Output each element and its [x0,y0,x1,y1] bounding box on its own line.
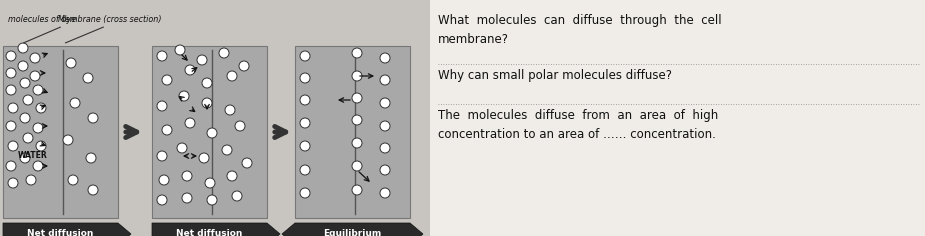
Circle shape [197,55,207,65]
Circle shape [157,101,167,111]
Text: Equilibrium: Equilibrium [324,229,382,236]
Circle shape [162,75,172,85]
Circle shape [63,135,73,145]
Circle shape [380,75,390,85]
Circle shape [23,95,33,105]
Circle shape [300,73,310,83]
Circle shape [8,178,18,188]
Circle shape [239,61,249,71]
Circle shape [36,141,46,151]
Text: Membrane (cross section): Membrane (cross section) [58,15,162,24]
Circle shape [6,85,16,95]
Circle shape [36,103,46,113]
Text: Net diffusion: Net diffusion [28,229,93,236]
Circle shape [175,45,185,55]
Circle shape [6,68,16,78]
Text: The  molecules  diffuse  from  an  area  of  high
concentration to an area of ……: The molecules diffuse from an area of hi… [438,109,718,141]
Circle shape [88,185,98,195]
Circle shape [157,195,167,205]
Circle shape [380,165,390,175]
Circle shape [300,141,310,151]
Circle shape [20,78,30,88]
Circle shape [380,143,390,153]
Circle shape [8,141,18,151]
FancyBboxPatch shape [152,46,267,218]
Circle shape [162,125,172,135]
Circle shape [225,105,235,115]
Text: molecules of dye: molecules of dye [8,15,76,24]
Circle shape [185,118,195,128]
Circle shape [68,175,78,185]
Circle shape [6,51,16,61]
Circle shape [30,71,40,81]
Circle shape [227,171,237,181]
Circle shape [159,175,169,185]
Circle shape [6,121,16,131]
Polygon shape [152,223,280,236]
Circle shape [18,43,28,53]
Circle shape [380,98,390,108]
Circle shape [199,153,209,163]
Circle shape [227,71,237,81]
Circle shape [380,53,390,63]
Circle shape [20,113,30,123]
Circle shape [8,103,18,113]
Circle shape [182,171,192,181]
Circle shape [177,143,187,153]
Polygon shape [282,223,423,236]
Circle shape [352,93,362,103]
Circle shape [157,51,167,61]
Polygon shape [3,223,131,236]
Circle shape [26,175,36,185]
Circle shape [242,158,252,168]
Circle shape [33,85,43,95]
Circle shape [352,48,362,58]
Circle shape [352,185,362,195]
Circle shape [300,118,310,128]
Circle shape [352,115,362,125]
Circle shape [300,165,310,175]
Circle shape [20,153,30,163]
FancyBboxPatch shape [430,0,925,236]
Circle shape [185,65,195,75]
Circle shape [300,51,310,61]
Circle shape [352,71,362,81]
Circle shape [23,133,33,143]
Circle shape [202,78,212,88]
Circle shape [88,113,98,123]
Text: What  molecules  can  diffuse  through  the  cell
membrane?: What molecules can diffuse through the c… [438,14,722,46]
Circle shape [70,98,80,108]
Circle shape [83,73,93,83]
Circle shape [232,191,242,201]
Circle shape [205,178,215,188]
Circle shape [352,138,362,148]
Circle shape [219,48,229,58]
Circle shape [207,128,217,138]
Circle shape [207,195,217,205]
Circle shape [352,161,362,171]
Circle shape [33,123,43,133]
Circle shape [86,153,96,163]
FancyBboxPatch shape [3,46,118,218]
Circle shape [300,95,310,105]
Circle shape [179,91,189,101]
Circle shape [235,121,245,131]
Circle shape [157,151,167,161]
Circle shape [222,145,232,155]
Circle shape [182,193,192,203]
Circle shape [18,61,28,71]
Text: Net diffusion: Net diffusion [177,229,242,236]
Circle shape [66,58,76,68]
Circle shape [380,121,390,131]
Circle shape [30,53,40,63]
Circle shape [380,188,390,198]
Circle shape [6,161,16,171]
Text: Why can small polar molecules diffuse?: Why can small polar molecules diffuse? [438,69,672,82]
Circle shape [202,98,212,108]
FancyBboxPatch shape [295,46,410,218]
Text: WATER: WATER [18,152,48,160]
Circle shape [33,161,43,171]
Circle shape [300,188,310,198]
